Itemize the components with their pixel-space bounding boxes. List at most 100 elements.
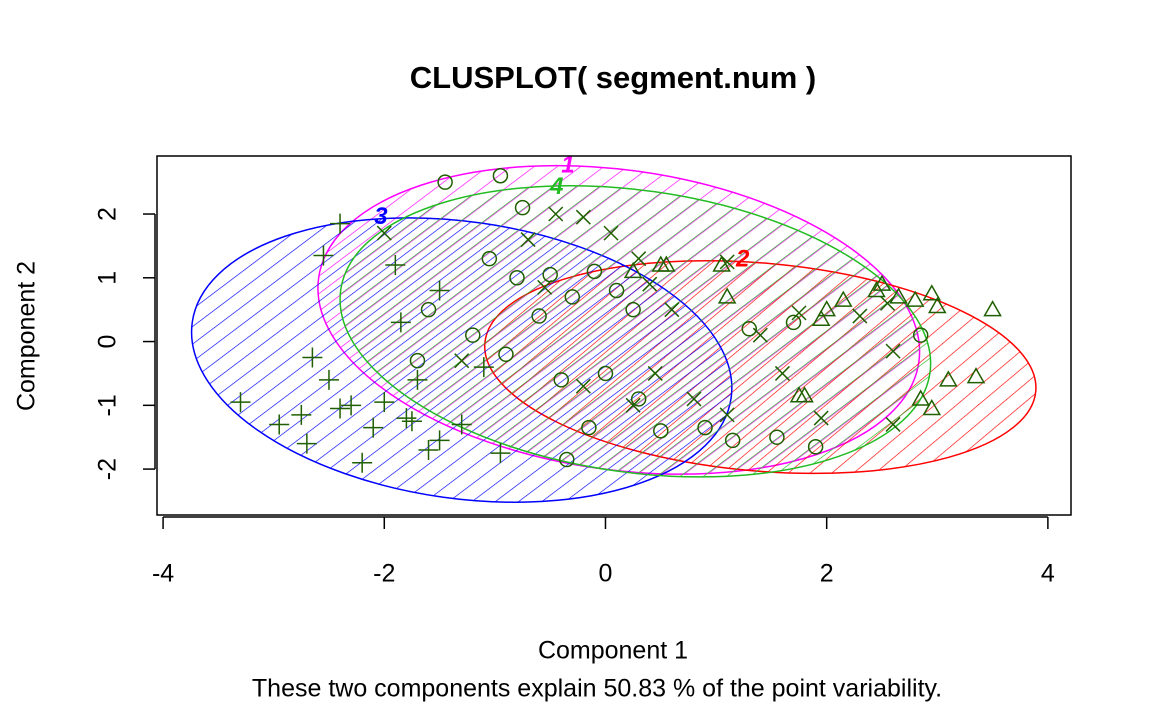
point bbox=[912, 327, 929, 343]
point bbox=[385, 255, 406, 276]
point bbox=[509, 270, 525, 286]
point bbox=[623, 261, 643, 279]
chart-title: CLUSPLOT( segment.num ) bbox=[410, 60, 816, 95]
y-tick-label: -2 bbox=[94, 458, 122, 480]
point bbox=[813, 410, 829, 426]
point bbox=[564, 289, 581, 305]
x-tick-label: 4 bbox=[1041, 560, 1055, 588]
point bbox=[785, 314, 802, 331]
cluster-ellipse bbox=[339, 185, 932, 478]
cluster-label: 4 bbox=[549, 173, 563, 200]
point bbox=[330, 398, 351, 419]
point bbox=[374, 392, 395, 413]
point bbox=[420, 301, 437, 318]
x-tick-label: 0 bbox=[599, 560, 613, 588]
point bbox=[537, 279, 553, 295]
point bbox=[341, 395, 362, 416]
point bbox=[363, 417, 384, 438]
y-tick-label: 1 bbox=[94, 271, 122, 285]
point bbox=[548, 206, 564, 222]
point bbox=[885, 343, 901, 359]
point bbox=[352, 452, 373, 473]
point bbox=[625, 301, 641, 318]
x-axis-label: Component 1 bbox=[538, 637, 688, 665]
point bbox=[490, 443, 511, 464]
point bbox=[807, 439, 824, 455]
point bbox=[318, 369, 339, 390]
point bbox=[664, 302, 680, 318]
point bbox=[966, 367, 986, 384]
point bbox=[409, 352, 426, 369]
point bbox=[330, 213, 351, 234]
point bbox=[520, 232, 536, 248]
x-tick-label: -4 bbox=[152, 560, 174, 588]
point bbox=[795, 386, 814, 403]
y-axis-label: Component 2 bbox=[13, 261, 41, 411]
point bbox=[473, 357, 494, 378]
point bbox=[752, 327, 768, 343]
point bbox=[269, 414, 290, 435]
point bbox=[769, 429, 785, 445]
point bbox=[922, 284, 942, 301]
point bbox=[597, 365, 614, 382]
point bbox=[983, 300, 1002, 317]
point bbox=[390, 312, 411, 333]
plot-area bbox=[190, 164, 1037, 503]
point bbox=[401, 411, 422, 432]
point bbox=[429, 280, 450, 301]
point bbox=[498, 346, 514, 363]
point bbox=[376, 225, 392, 241]
point bbox=[927, 296, 947, 314]
point bbox=[872, 274, 892, 291]
point bbox=[465, 327, 481, 343]
point bbox=[396, 408, 417, 429]
point bbox=[905, 290, 925, 307]
point bbox=[741, 321, 758, 337]
point bbox=[724, 432, 741, 449]
point bbox=[313, 245, 334, 266]
point bbox=[302, 347, 323, 368]
point bbox=[939, 370, 958, 387]
point bbox=[791, 305, 807, 321]
point bbox=[291, 404, 312, 425]
point bbox=[407, 369, 428, 390]
point bbox=[911, 389, 930, 406]
point bbox=[647, 365, 663, 381]
point bbox=[437, 174, 453, 190]
point bbox=[642, 276, 658, 292]
point bbox=[575, 378, 591, 394]
point bbox=[603, 225, 619, 241]
point bbox=[531, 308, 547, 324]
cluster-label: 1 bbox=[561, 152, 574, 179]
point bbox=[885, 416, 901, 432]
plot-frame bbox=[156, 155, 1072, 516]
point bbox=[867, 281, 886, 298]
point bbox=[833, 290, 853, 307]
point bbox=[492, 168, 509, 184]
point bbox=[418, 439, 439, 460]
point bbox=[429, 430, 450, 451]
cluster-label: 3 bbox=[374, 203, 388, 230]
subtitle: These two components explain 50.83 % of … bbox=[252, 675, 942, 703]
point bbox=[631, 251, 647, 267]
x-tick-label: -2 bbox=[373, 560, 395, 588]
point bbox=[608, 282, 625, 299]
point bbox=[922, 399, 942, 416]
point bbox=[454, 353, 470, 369]
point bbox=[481, 250, 498, 267]
point bbox=[657, 255, 676, 272]
point bbox=[719, 254, 735, 270]
cluster-label: 2 bbox=[735, 245, 750, 272]
point bbox=[719, 407, 735, 423]
point bbox=[581, 419, 597, 436]
point bbox=[852, 308, 868, 324]
y-tick-label: 0 bbox=[94, 335, 122, 349]
point bbox=[451, 414, 472, 435]
point bbox=[774, 365, 790, 381]
point bbox=[697, 419, 713, 436]
point bbox=[686, 391, 702, 407]
point bbox=[653, 423, 669, 439]
point bbox=[586, 263, 603, 280]
